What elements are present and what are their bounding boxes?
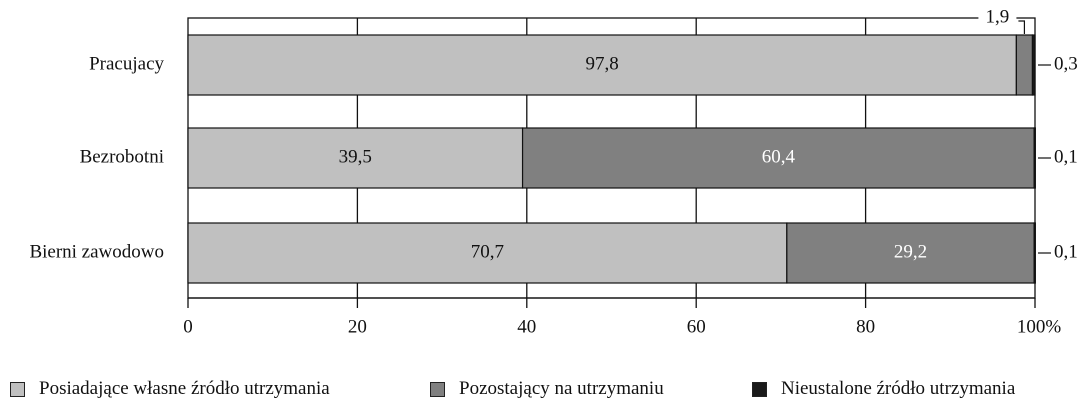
bar-segment-1-2 bbox=[1033, 127, 1036, 189]
legend-label-own-income: Posiadające własne źródło utrzymania bbox=[39, 378, 330, 399]
data-label-2-0: 70,7 bbox=[471, 241, 504, 262]
x-tick-label-5: 100% bbox=[1017, 316, 1062, 337]
data-label-0-0: 97,8 bbox=[586, 53, 619, 74]
data-label-bg-0-1 bbox=[978, 8, 1017, 28]
bar-segment-1-0 bbox=[187, 127, 524, 189]
data-label-1-1: 60,4 bbox=[762, 146, 796, 167]
legend-swatch-own-income bbox=[10, 381, 25, 397]
legend-swatch-dependent bbox=[430, 381, 445, 397]
data-label-0-2: 0,3 bbox=[1054, 53, 1078, 74]
legend-label-undetermined: Nieustalone źródło utrzymania bbox=[781, 378, 1016, 399]
bar-segment-0-0 bbox=[187, 34, 1017, 96]
x-tick-label-0: 0 bbox=[183, 316, 193, 337]
stacked-bar-chart: 0 20 40 60 80 100% Pracujacy 97,8 1,9 0,3 Bezrobot… bbox=[29, 6, 1078, 337]
x-tick-label-2: 40 bbox=[517, 316, 536, 337]
category-label-2: Bierni zawodowo bbox=[29, 241, 164, 262]
legend-swatch-undetermined bbox=[752, 381, 767, 397]
legend: Posiadające własne źródło utrzymania Poz… bbox=[0, 370, 1085, 400]
data-label-2-1: 29,2 bbox=[894, 241, 927, 262]
data-label-2-2: 0,1 bbox=[1054, 241, 1078, 262]
data-label-1-2: 0,1 bbox=[1054, 146, 1078, 167]
data-label-1-0: 39,5 bbox=[339, 146, 372, 167]
bar-segment-0-1 bbox=[1015, 34, 1034, 96]
bar-segment-2-2 bbox=[1033, 222, 1036, 284]
legend-item-dependent: Pozostający na utrzymaniu bbox=[430, 378, 664, 400]
leader-line-0-1 bbox=[1018, 20, 1026, 34]
bar-segment-1-1 bbox=[521, 127, 1035, 189]
bar-segment-0-2 bbox=[1031, 34, 1036, 96]
legend-item-own-income: Posiadające własne źródło utrzymania bbox=[10, 378, 330, 400]
category-label-0: Pracujacy bbox=[89, 53, 164, 74]
x-tick-label-1: 20 bbox=[348, 316, 367, 337]
legend-label-dependent: Pozostający na utrzymaniu bbox=[459, 378, 664, 399]
x-tick-label-4: 80 bbox=[856, 316, 875, 337]
data-label-0-1: 1,9 bbox=[986, 6, 1010, 27]
legend-item-undetermined: Nieustalone źródło utrzymania bbox=[752, 378, 1015, 400]
x-tick-label-3: 60 bbox=[687, 316, 706, 337]
category-label-1: Bezrobotni bbox=[80, 146, 164, 167]
